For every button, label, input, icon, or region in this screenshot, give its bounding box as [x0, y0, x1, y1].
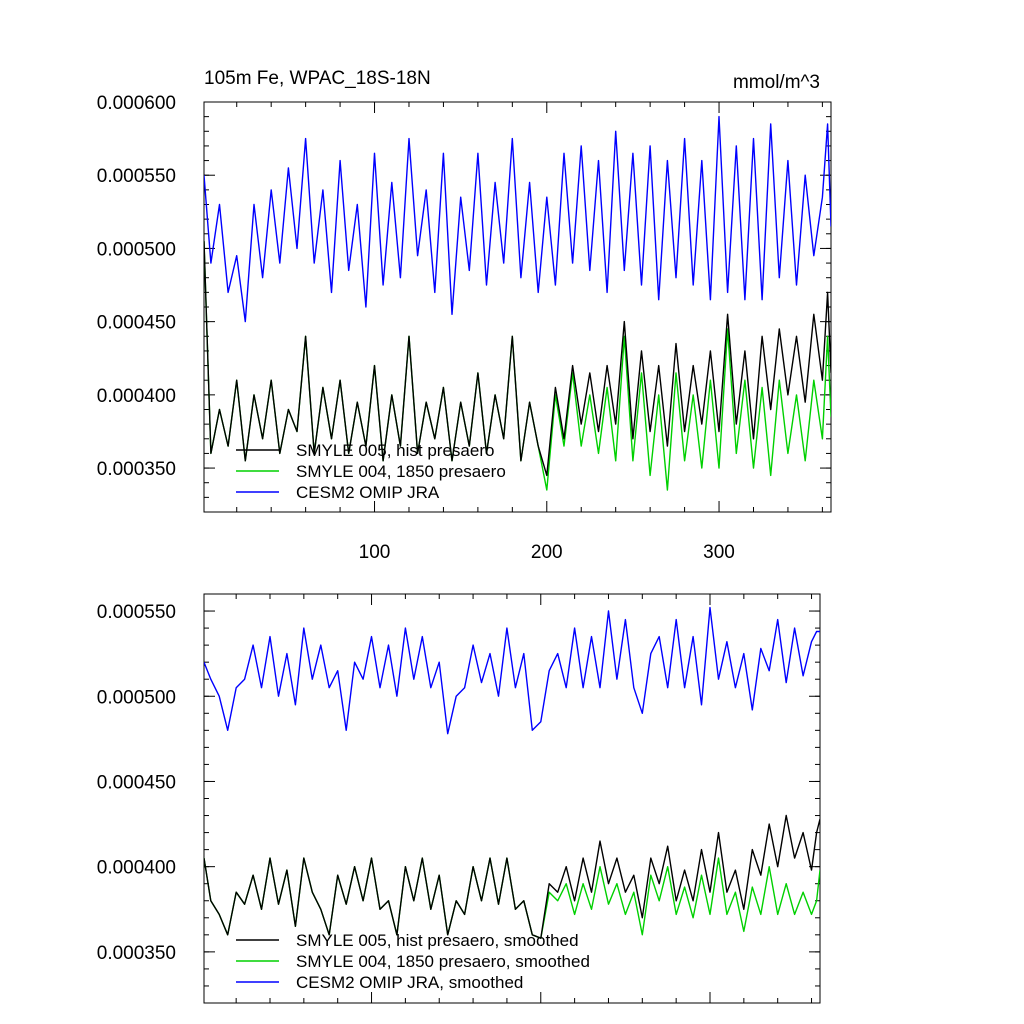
series-line-1: [204, 857, 820, 939]
x-tick-label: 100: [359, 542, 391, 563]
units-label: mmol/m^3: [733, 72, 820, 93]
y-tick-label: 0.000400: [97, 386, 176, 407]
legend-label: SMYLE 005, hist presaero, smoothed: [296, 931, 579, 950]
legend-label: CESM2 OMIP JRA: [296, 483, 440, 502]
legend-label: SMYLE 004, 1850 presaero: [296, 462, 506, 481]
y-tick-label: 0.000400: [97, 858, 176, 879]
x-tick-label: 200: [531, 542, 563, 563]
x-tick-label: 300: [703, 542, 735, 563]
series-line-2: [204, 115, 831, 323]
y-tick-label: 0.000600: [97, 93, 176, 114]
series-line-0: [204, 814, 820, 939]
series-line-2: [204, 606, 820, 735]
y-tick-label: 0.000550: [97, 602, 176, 623]
bottom-panel: 0.000350 0.000400 0.000450 0.000500 0.000550…: [97, 593, 821, 1004]
top-panel: 0.000350 0.000400 0.000450 0.000500 0.000550…: [97, 68, 832, 563]
y-tick-label: 0.000550: [97, 166, 176, 187]
legend-label: CESM2 OMIP JRA, smoothed: [296, 973, 523, 992]
y-tick-label: 0.000350: [97, 943, 176, 964]
legend: SMYLE 005, hist presaero SMYLE 004, 1850 …: [236, 441, 506, 502]
series-lines: [204, 606, 820, 939]
y-tick-label: 0.000500: [97, 687, 176, 708]
series-line-0: [204, 241, 831, 477]
legend-label: SMYLE 004, 1850 presaero, smoothed: [296, 952, 590, 971]
chart-title: 105m Fe, WPAC_18S-18N: [204, 68, 431, 89]
legend-label: SMYLE 005, hist presaero: [296, 441, 494, 460]
y-tick-label: 0.000350: [97, 459, 176, 480]
y-tick-label: 0.000500: [97, 239, 176, 260]
y-tick-label: 0.000450: [97, 313, 176, 334]
legend: SMYLE 005, hist presaero, smoothed SMYLE …: [236, 931, 590, 992]
series-lines: [204, 115, 831, 491]
y-tick-label: 0.000450: [97, 772, 176, 793]
